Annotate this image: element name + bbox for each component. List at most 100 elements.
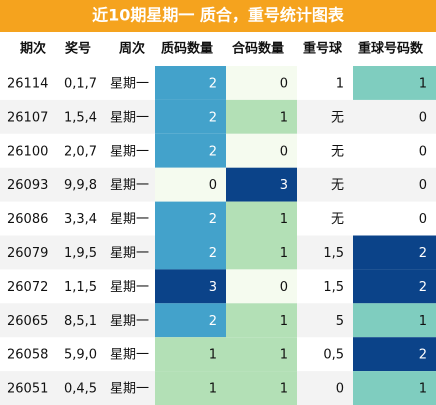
cell-text: 5 [336, 314, 344, 329]
cell-text: 0 [280, 76, 288, 91]
cell-fill [353, 371, 436, 405]
cell-text: 26058 [7, 348, 48, 363]
column-header: 重球号码数 [358, 41, 424, 57]
cell-text: 0 [419, 110, 427, 125]
table-title: 近10期星期一 质合，重号统计图表 [92, 6, 345, 25]
cell-text: 星期一 [110, 280, 149, 295]
cell-text: 2 [419, 246, 427, 261]
cell-text: 星期一 [110, 382, 149, 397]
cell-text: 1,5,4 [64, 110, 97, 125]
cell-text: 26079 [7, 246, 48, 261]
cell-text: 9,9,8 [64, 178, 97, 193]
cell-text: 26114 [7, 76, 48, 91]
cell-text: 1 [280, 348, 288, 363]
cell-fill [226, 269, 297, 304]
cell-fill [353, 269, 436, 304]
cell-text: 1 [280, 246, 288, 261]
cell-text: 0 [209, 178, 217, 193]
cell-text: 2 [209, 110, 217, 125]
cell-text: 1 [336, 76, 344, 91]
column-header: 合码数量 [232, 41, 284, 57]
column-header: 奖号 [65, 41, 91, 57]
cell-text: 2 [209, 246, 217, 261]
cell-text: 1 [280, 212, 288, 227]
cell-fill [155, 371, 226, 405]
cell-text: 8,5,1 [64, 314, 97, 329]
cell-fill [226, 66, 297, 101]
cell-text: 2 [209, 314, 217, 329]
cell-fill [155, 303, 226, 338]
cell-text: 26086 [7, 212, 48, 227]
cell-fill [353, 66, 436, 101]
cell-text: 5,9,0 [64, 348, 97, 363]
cell-fill [226, 371, 297, 405]
cell-fill [353, 303, 436, 338]
cell-text: 3,3,4 [64, 212, 97, 227]
title-bar [0, 0, 436, 32]
column-header: 期次 [20, 41, 46, 57]
cell-text: 26065 [7, 314, 48, 329]
cell-fill [155, 99, 226, 135]
cell-text: 1 [419, 76, 427, 91]
cell-text: 0 [419, 144, 427, 159]
cell-text: 0 [419, 212, 427, 227]
cell-text: 星期一 [110, 212, 149, 227]
cell-fill [155, 201, 226, 236]
cell-text: 1 [419, 314, 427, 329]
column-header: 质码数量 [161, 41, 213, 57]
cell-text: 星期一 [110, 144, 149, 159]
cell-text: 无 [331, 110, 344, 125]
cell-fill [226, 201, 297, 236]
cell-text: 3 [209, 280, 217, 295]
cell-fill [226, 99, 297, 135]
cell-text: 1 [280, 382, 288, 397]
cell-text: 2 [419, 280, 427, 295]
cell-text: 0,1,7 [64, 76, 97, 91]
cell-text: 1 [280, 314, 288, 329]
cell-text: 2 [209, 76, 217, 91]
cell-text: 1 [209, 348, 217, 363]
cell-fill [155, 133, 226, 169]
cell-text: 1,5 [323, 246, 344, 261]
cell-text: 0 [336, 382, 344, 397]
cell-text: 0,5 [323, 348, 344, 363]
cell-fill [155, 167, 226, 203]
cell-text: 26107 [7, 110, 48, 125]
cell-fill [155, 66, 226, 101]
cell-text: 无 [331, 178, 344, 193]
cell-fill [226, 167, 297, 203]
cell-text: 2 [419, 348, 427, 363]
cell-text: 星期一 [110, 76, 149, 91]
column-header: 周次 [119, 41, 145, 57]
cell-fill [226, 235, 297, 270]
cell-text: 1,5 [323, 280, 344, 295]
cell-text: 0,4,5 [64, 382, 97, 397]
cell-text: 无 [331, 212, 344, 227]
cell-fill [353, 337, 436, 372]
cell-text: 0 [419, 178, 427, 193]
cell-text: 2,0,7 [64, 144, 97, 159]
cell-fill [226, 303, 297, 338]
cell-text: 1 [209, 382, 217, 397]
cell-text: 26051 [7, 382, 48, 397]
cell-text: 26100 [7, 144, 48, 159]
cell-text: 星期一 [110, 348, 149, 363]
column-header: 重号球 [303, 41, 343, 57]
cell-fill [155, 269, 226, 304]
cell-text: 1,9,5 [64, 246, 97, 261]
cell-fill [155, 337, 226, 372]
cell-text: 2 [209, 212, 217, 227]
cell-text: 1 [280, 110, 288, 125]
cell-text: 1,1,5 [64, 280, 97, 295]
cell-text: 26072 [7, 280, 48, 295]
cell-fill [226, 133, 297, 169]
cell-fill [226, 337, 297, 372]
cell-text: 星期一 [110, 246, 149, 261]
cell-text: 26093 [7, 178, 48, 193]
cell-text: 1 [419, 382, 427, 397]
cell-text: 2 [209, 144, 217, 159]
cell-text: 0 [280, 144, 288, 159]
cell-text: 3 [280, 178, 288, 193]
cell-text: 0 [280, 280, 288, 295]
